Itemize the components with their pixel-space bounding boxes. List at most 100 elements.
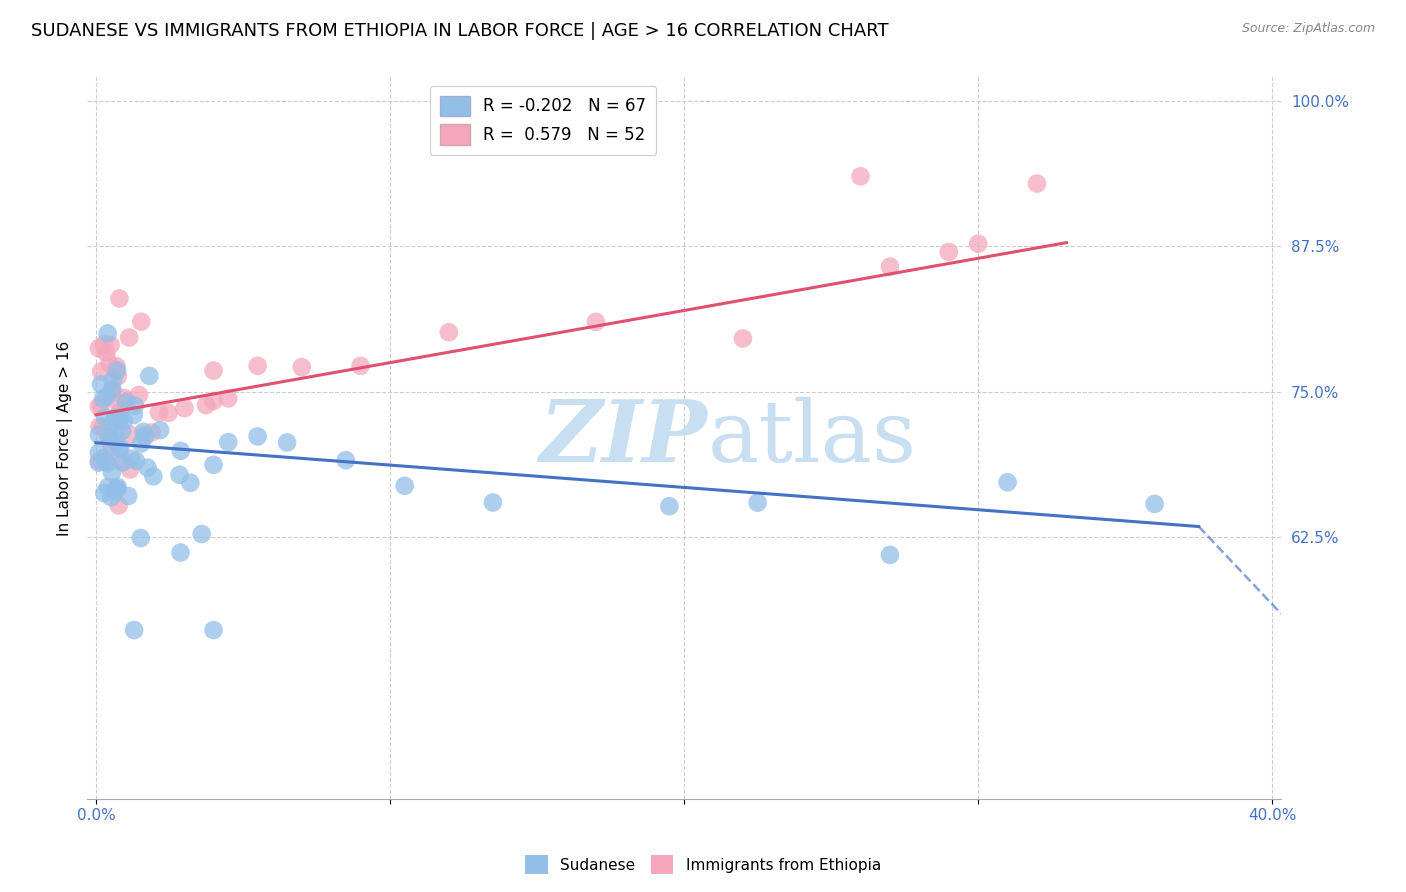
Point — [217, 435, 239, 450]
Point — [349, 359, 371, 373]
Point — [107, 414, 129, 428]
Point — [117, 394, 139, 409]
Point — [104, 410, 127, 425]
Point — [93, 450, 115, 465]
Point — [87, 456, 110, 470]
Point — [87, 446, 110, 460]
Point — [100, 490, 122, 504]
Point — [97, 480, 120, 494]
Legend: R = -0.202   N = 67, R =  0.579   N = 52: R = -0.202 N = 67, R = 0.579 N = 52 — [430, 86, 657, 155]
Point — [105, 359, 128, 374]
Point — [91, 420, 114, 434]
Point — [276, 435, 298, 450]
Point — [141, 425, 163, 440]
Point — [101, 384, 124, 398]
Point — [94, 454, 117, 468]
Point — [132, 425, 155, 439]
Point — [104, 363, 127, 377]
Point — [105, 431, 128, 445]
Point — [96, 456, 118, 470]
Point — [134, 430, 156, 444]
Point — [195, 398, 218, 412]
Point — [87, 341, 110, 355]
Point — [98, 429, 121, 443]
Point — [291, 360, 314, 375]
Point — [96, 345, 118, 359]
Point — [482, 495, 505, 509]
Point — [169, 545, 191, 559]
Point — [87, 427, 110, 442]
Point — [97, 429, 120, 443]
Point — [89, 419, 111, 434]
Point — [101, 465, 124, 479]
Point — [98, 356, 121, 370]
Point — [136, 460, 159, 475]
Point — [104, 483, 127, 498]
Point — [111, 456, 134, 470]
Point — [134, 428, 156, 442]
Point — [120, 451, 142, 466]
Point — [1143, 497, 1166, 511]
Point — [118, 462, 141, 476]
Point — [149, 423, 172, 437]
Point — [105, 364, 128, 378]
Point — [747, 495, 769, 509]
Point — [107, 442, 129, 456]
Point — [217, 392, 239, 406]
Text: ZIP: ZIP — [540, 396, 709, 480]
Point — [101, 373, 124, 387]
Point — [100, 384, 122, 399]
Text: Source: ZipAtlas.com: Source: ZipAtlas.com — [1241, 22, 1375, 36]
Point — [117, 489, 139, 503]
Point — [94, 410, 117, 425]
Point — [879, 260, 901, 274]
Point — [335, 453, 357, 467]
Point — [101, 415, 124, 429]
Point — [101, 382, 124, 396]
Y-axis label: In Labor Force | Age > 16: In Labor Force | Age > 16 — [58, 341, 73, 536]
Point — [585, 315, 607, 329]
Point — [938, 244, 960, 259]
Point — [87, 454, 110, 468]
Point — [91, 392, 114, 406]
Point — [108, 413, 131, 427]
Point — [118, 330, 141, 344]
Point — [96, 390, 118, 404]
Point — [142, 469, 165, 483]
Point — [97, 326, 120, 341]
Point — [202, 363, 225, 377]
Point — [129, 315, 152, 329]
Legend: Sudanese, Immigrants from Ethiopia: Sudanese, Immigrants from Ethiopia — [519, 849, 887, 880]
Point — [90, 398, 112, 412]
Point — [107, 369, 129, 384]
Point — [997, 475, 1019, 490]
Point — [93, 486, 115, 500]
Point — [125, 454, 148, 468]
Point — [731, 331, 754, 345]
Point — [879, 548, 901, 562]
Text: SUDANESE VS IMMIGRANTS FROM ETHIOPIA IN LABOR FORCE | AGE > 16 CORRELATION CHART: SUDANESE VS IMMIGRANTS FROM ETHIOPIA IN … — [31, 22, 889, 40]
Point — [111, 424, 134, 438]
Point — [105, 482, 128, 496]
Point — [169, 467, 191, 482]
Point — [100, 338, 122, 352]
Point — [104, 434, 127, 449]
Point — [122, 408, 145, 422]
Point — [246, 359, 269, 373]
Point — [967, 236, 990, 251]
Point — [112, 414, 135, 428]
Point — [190, 527, 212, 541]
Point — [202, 458, 225, 472]
Point — [101, 440, 124, 454]
Point — [179, 475, 201, 490]
Point — [112, 391, 135, 405]
Point — [202, 394, 225, 409]
Point — [246, 429, 269, 443]
Point — [138, 368, 160, 383]
Point — [108, 397, 131, 411]
Point — [128, 388, 150, 402]
Point — [148, 405, 170, 419]
Point — [437, 325, 460, 339]
Point — [658, 500, 681, 514]
Point — [394, 479, 416, 493]
